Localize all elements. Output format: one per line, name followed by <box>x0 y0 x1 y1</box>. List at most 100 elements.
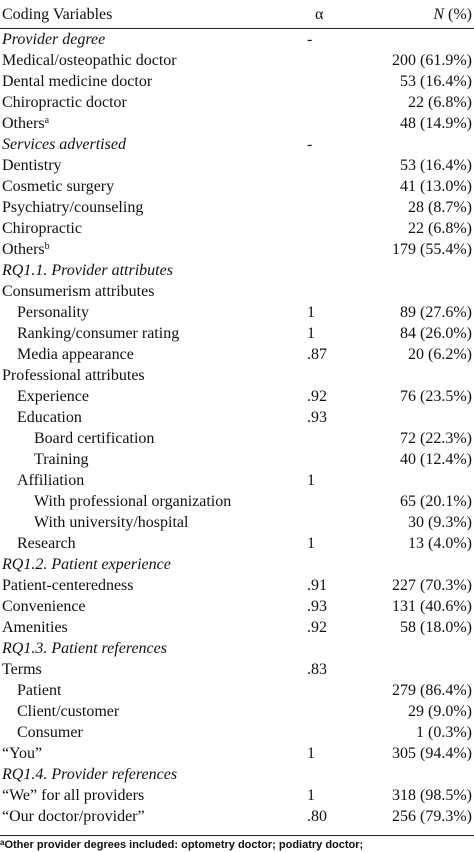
row-n-percent: 48 (14.9%) <box>400 115 472 132</box>
header-alpha: α <box>305 0 365 29</box>
row-n-percent: 305 (94.4%) <box>392 745 472 762</box>
row-label-cell: Client/customer <box>0 701 305 722</box>
row-label: “Our doctor/provider” <box>2 808 145 825</box>
footnote-marker: a <box>0 838 5 847</box>
row-n-percent <box>365 29 474 51</box>
row-n-percent <box>365 659 474 680</box>
row-alpha: 1 <box>307 535 315 552</box>
row-alpha <box>305 260 365 281</box>
row-alpha <box>305 764 365 785</box>
row-label: Chiropractic <box>2 220 82 237</box>
row-label: RQ1.4. Provider references <box>2 766 178 783</box>
row-alpha <box>305 428 365 449</box>
row-alpha <box>305 218 365 239</box>
row-alpha: - <box>307 31 313 48</box>
row-n-percent <box>365 260 474 281</box>
row-label: Consumer <box>17 724 83 741</box>
row-alpha <box>305 239 365 260</box>
row-label-cell: Research <box>0 533 305 554</box>
row-label-cell: Consumer <box>0 722 305 743</box>
table-row: Services advertised - <box>0 134 474 155</box>
table-row: “You” 1 305 (94.4%) <box>0 743 474 764</box>
row-label: Psychiatry/counseling <box>2 199 144 216</box>
row-n-percent <box>365 407 474 428</box>
row-label: Chiropractic doctor <box>2 94 127 111</box>
table-row: Dental medicine doctor 53 (16.4%) <box>0 71 474 92</box>
row-n-percent <box>365 470 474 491</box>
row-label-cell: Dentistry <box>0 155 305 176</box>
row-label-cell: Terms <box>0 659 305 680</box>
row-n-percent: 1 (0.3%) <box>416 724 472 741</box>
row-label: Research <box>17 535 76 552</box>
row-alpha: - <box>307 136 313 153</box>
row-n-percent: 28 (8.7%) <box>408 199 472 216</box>
row-n-percent <box>365 554 474 575</box>
row-label: Affiliation <box>17 472 85 489</box>
table-row: Experience .92 76 (23.5%) <box>0 386 474 407</box>
row-label-cell: RQ1.1. Provider attributes <box>0 260 305 281</box>
row-n-percent <box>365 134 474 155</box>
table-row: Terms .83 <box>0 659 474 680</box>
row-alpha: 1 <box>307 304 315 321</box>
row-label: Convenience <box>2 598 86 615</box>
table-row: Affiliation 1 <box>0 470 474 491</box>
row-alpha <box>305 449 365 470</box>
row-label: With university/hospital <box>34 514 189 531</box>
row-label-cell: With university/hospital <box>0 512 305 533</box>
row-label-cell: Ranking/consumer rating <box>0 323 305 344</box>
row-label-cell: Chiropractic doctor <box>0 92 305 113</box>
row-alpha <box>305 113 365 134</box>
row-label-cell: Othersb <box>0 239 305 260</box>
row-label-cell: RQ1.4. Provider references <box>0 764 305 785</box>
row-n-percent: 227 (70.3%) <box>392 577 472 594</box>
row-n-percent <box>365 281 474 302</box>
row-alpha: 1 <box>307 745 315 762</box>
row-label-cell: RQ1.2. Patient experience <box>0 554 305 575</box>
table-row: Amenities .92 58 (18.0%) <box>0 617 474 638</box>
row-n-percent <box>365 764 474 785</box>
header-n-letter: N <box>433 5 445 23</box>
row-n-percent: 22 (6.8%) <box>408 94 472 111</box>
row-label: Cosmetic surgery <box>2 178 115 195</box>
row-label: Others <box>2 241 45 258</box>
row-label-cell: Chiropractic <box>0 218 305 239</box>
row-label-cell: Provider degree <box>0 29 305 51</box>
row-label-cell: Professional attributes <box>0 365 305 386</box>
row-label: Education <box>17 409 82 426</box>
footnote-rule <box>0 835 474 836</box>
row-alpha: 1 <box>307 325 315 342</box>
row-n-percent: 256 (79.3%) <box>392 808 472 825</box>
row-n-percent <box>365 638 474 659</box>
row-label: Board certification <box>34 430 155 447</box>
row-label: Ranking/consumer rating <box>17 325 180 342</box>
row-label-cell: Personality <box>0 302 305 323</box>
table-row: Othersb 179 (55.4%) <box>0 239 474 260</box>
table-row: RQ1.1. Provider attributes <box>0 260 474 281</box>
row-n-percent: 13 (4.0%) <box>408 535 472 552</box>
row-label: Services advertised <box>2 136 126 153</box>
table-row: Ranking/consumer rating 1 84 (26.0%) <box>0 323 474 344</box>
row-alpha: .92 <box>307 388 327 405</box>
row-alpha: .93 <box>307 409 327 426</box>
row-label-cell: Patient <box>0 680 305 701</box>
row-alpha: .92 <box>307 619 327 636</box>
row-alpha <box>305 197 365 218</box>
table-row: RQ1.2. Patient experience <box>0 554 474 575</box>
table-row: Research 1 13 (4.0%) <box>0 533 474 554</box>
row-n-percent: 53 (16.4%) <box>400 73 472 90</box>
row-alpha <box>305 491 365 512</box>
row-label-cell: Othersa <box>0 113 305 134</box>
row-alpha <box>305 722 365 743</box>
table-row: Medical/osteopathic doctor 200 (61.9%) <box>0 50 474 71</box>
footnote-text: Other provider degrees included: optomet… <box>4 839 364 851</box>
row-label: Dental medicine doctor <box>2 73 153 90</box>
row-alpha <box>305 50 365 71</box>
row-n-percent: 22 (6.8%) <box>408 220 472 237</box>
row-n-percent: 72 (22.3%) <box>400 430 472 447</box>
row-label: RQ1.1. Provider attributes <box>2 262 173 279</box>
row-label: With professional organization <box>34 493 232 510</box>
table-row: Provider degree - <box>0 29 474 51</box>
row-alpha: .91 <box>307 577 327 594</box>
row-label: RQ1.2. Patient experience <box>2 556 171 573</box>
row-label: Terms <box>2 661 42 678</box>
